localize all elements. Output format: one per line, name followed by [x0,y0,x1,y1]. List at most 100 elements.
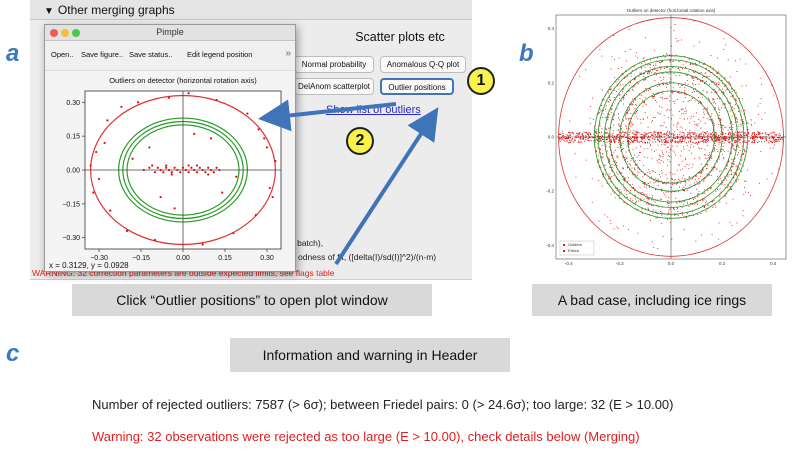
outlier-point [667,218,669,220]
outlier-point [697,125,699,126]
outlier-point [685,142,687,144]
outlier-point [766,178,768,180]
x-tick-label-b-4: 0.4 [770,261,777,266]
outlier-point [663,182,665,184]
outlier-point [735,117,737,119]
close-window-icon[interactable] [50,29,58,37]
outlier-point [735,181,737,183]
outlier-point-39 [167,168,171,172]
outlier-point [722,140,724,142]
disclosure-triangle-icon[interactable]: ▼ [44,6,54,17]
outlier-point [609,86,611,88]
anomalous-qq-plot-button[interactable]: Anomalous Q-Q plot [380,56,466,73]
outlier-point [605,128,607,130]
panel-letter-c: c [6,340,20,367]
outlier-point [719,194,721,196]
outlier-point [715,138,717,140]
outlier-point [698,138,700,140]
outlier-point [741,85,743,87]
outlier-point [719,196,721,198]
outlier-point [623,168,624,170]
outlier-point [637,137,639,139]
outlier-point [656,57,658,59]
maximize-window-icon[interactable] [72,29,80,37]
outlier-point [607,116,609,118]
outlier-point-58 [151,164,154,167]
outlier-point [652,97,654,99]
outlier-point [685,129,687,131]
outlier-point [592,97,594,99]
outlier-point [659,61,660,63]
outlier-point [613,228,615,230]
outlier-point [598,159,600,161]
outlier-point [745,141,747,143]
outlier-point [601,89,603,91]
outlier-point [648,198,650,200]
outlier-point [640,145,642,147]
outlier-point [666,134,668,136]
outlier-point [612,136,614,138]
outlier-point [713,167,715,169]
show-list-of-outliers-link[interactable]: Show list of outliers [326,104,421,116]
outlier-point [682,186,684,188]
outlier-point [660,176,662,178]
outlier-point [671,90,673,92]
outlier-point [613,124,615,126]
outlier-point [610,111,612,113]
outlier-point [677,214,679,216]
outlier-point [705,139,707,141]
outlier-point [734,122,736,124]
outlier-positions-button[interactable]: Outlier positions [380,78,454,95]
scatter-plots-title: Scatter plots etc [355,30,445,44]
section-header-other-merging-graphs[interactable]: ▼ Other merging graphs [30,0,472,20]
outlier-point [686,203,688,205]
outlier-point [674,214,676,216]
edit-legend-position-button[interactable]: Edit legend position [187,50,253,59]
outlier-point [575,135,577,137]
outlier-point [773,138,775,140]
outlier-point [718,82,720,84]
outlier-point [568,136,570,138]
minimize-window-icon[interactable] [61,29,69,37]
normal-probability-button[interactable]: Normal probability [294,56,374,73]
outlier-point [718,89,720,91]
outlier-point [721,180,722,182]
outlier-point [704,72,706,74]
outlier-point [751,141,753,143]
outlier-point [628,107,630,109]
outlier-point [750,119,752,121]
outlier-point [734,89,736,91]
outlier-point [616,134,618,136]
save-status-button[interactable]: Save status.. [129,50,173,59]
outlier-point [653,200,655,202]
outlier-point [710,65,712,67]
outlier-point [722,128,724,130]
outlier-point [692,211,693,213]
toolbar-overflow-chevron-icon[interactable]: » [285,48,291,59]
outlier-point [699,158,701,160]
outlier-point [666,54,668,56]
outlier-point [656,131,658,133]
outlier-point [743,141,745,143]
save-figure-button[interactable]: Save figure.. [81,50,124,59]
outlier-point [699,148,701,150]
outlier-point-53 [207,166,210,169]
outlier-point [640,72,642,74]
outlier-point [571,138,573,140]
outlier-point [608,159,610,161]
delanom-scatterplot-button[interactable]: DelAnom scatterplot [294,78,374,95]
outlier-point [780,137,782,139]
outlier-point [649,139,651,141]
outlier-point [617,141,619,143]
outlier-point [611,109,613,110]
outlier-point [760,77,762,79]
outlier-point [595,150,597,152]
legend-entry-1: Ethics [568,248,579,253]
outlier-point [686,79,688,81]
outlier-point [710,115,712,117]
outlier-point [641,134,643,136]
open-button[interactable]: Open.. [51,50,74,59]
outlier-point [628,119,630,121]
outlier-point [614,141,616,143]
outlier-point [617,156,619,158]
